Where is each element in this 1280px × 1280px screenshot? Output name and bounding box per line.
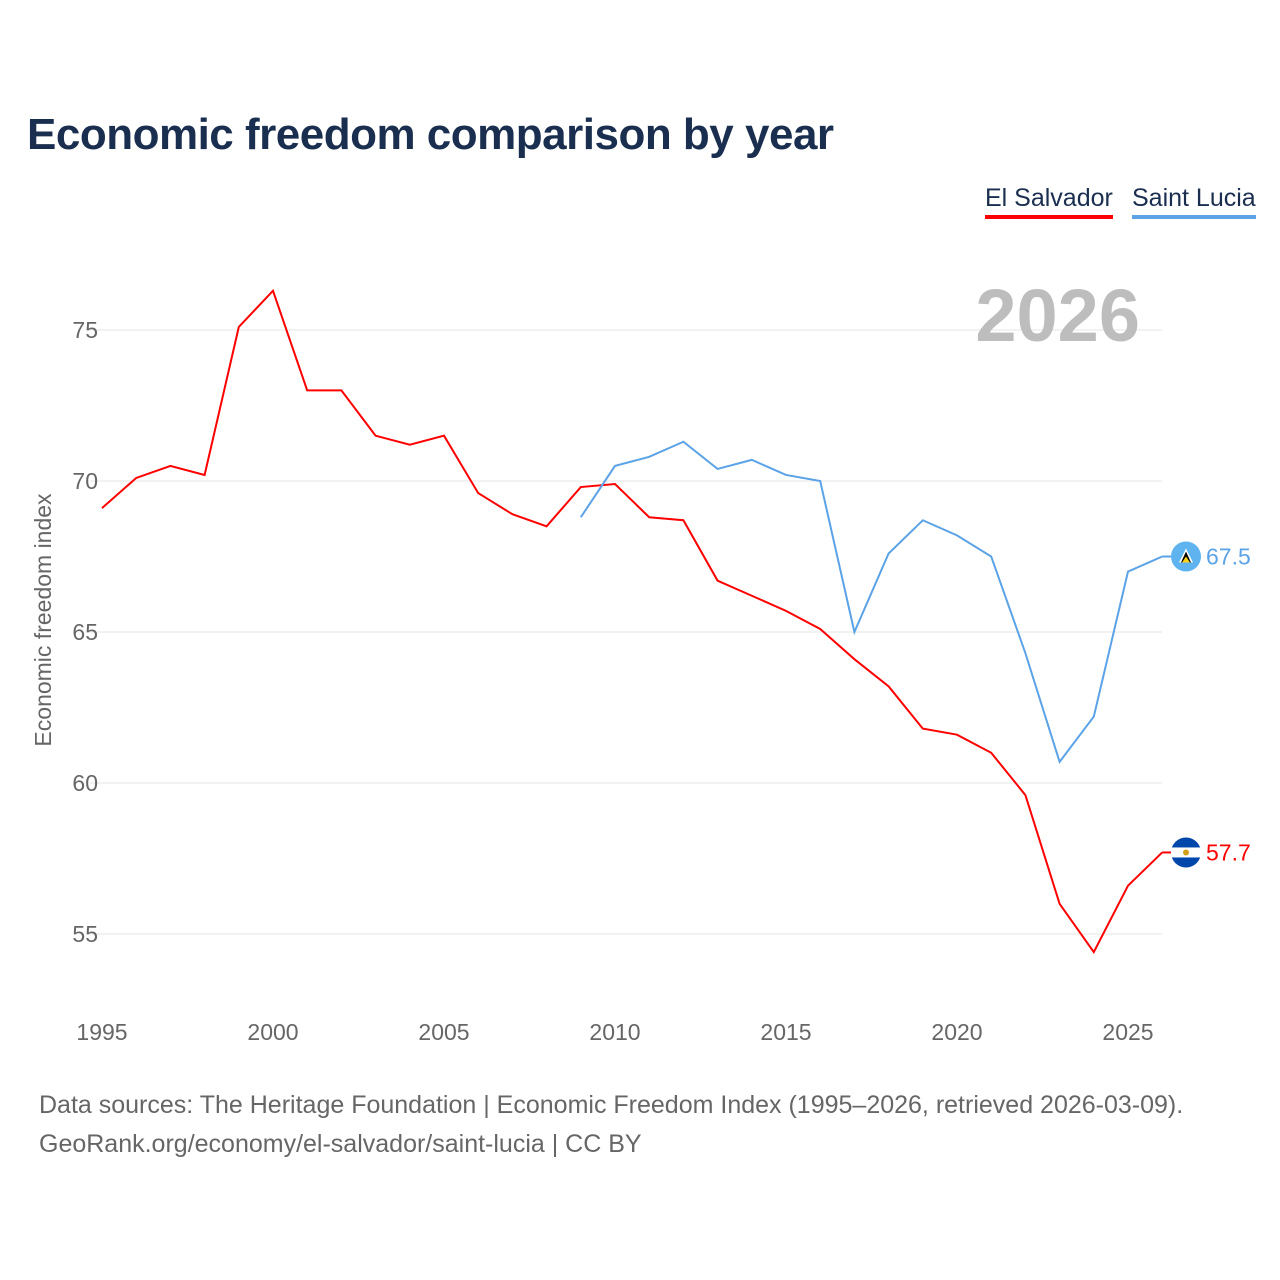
legend-el-salvador[interactable]: El Salvador xyxy=(985,184,1113,219)
chart-title: Economic freedom comparison by year xyxy=(27,110,834,159)
y-tick-label: 55 xyxy=(72,921,98,947)
source-text: Data sources: The Heritage Foundation | … xyxy=(39,1091,1184,1119)
x-tick-label: 2025 xyxy=(1102,1019,1153,1045)
y-tick-label: 75 xyxy=(72,317,98,343)
y-tick-label: 70 xyxy=(72,468,98,494)
series-line-el-salvador xyxy=(101,288,1163,955)
legend-saint-lucia[interactable]: Saint Lucia xyxy=(1132,184,1256,219)
footer: Data sources: The Heritage Foundation | … xyxy=(39,1086,1183,1164)
x-tick-label: 2015 xyxy=(760,1019,811,1045)
x-tick-label: 2020 xyxy=(931,1019,982,1045)
x-tick-label: 2000 xyxy=(247,1019,298,1045)
flag-triangle-gold xyxy=(1182,556,1190,563)
year-watermark: 2026 xyxy=(975,274,1140,357)
end-value-label: 67.5 xyxy=(1206,544,1251,570)
y-tick-label: 65 xyxy=(72,619,98,645)
y-axis-label: Economic freedom index xyxy=(30,493,56,747)
url-text[interactable]: GeoRank.org/economy/el-salvador/saint-lu… xyxy=(39,1130,642,1158)
x-tick-label: 1995 xyxy=(76,1019,127,1045)
series-line-saint-lucia xyxy=(579,440,1163,765)
x-tick-label: 2010 xyxy=(589,1019,640,1045)
y-tick-label: 60 xyxy=(72,770,98,796)
x-tick-label: 2005 xyxy=(418,1019,469,1045)
end-value-label: 57.7 xyxy=(1206,839,1251,865)
flag-emblem xyxy=(1183,849,1189,856)
